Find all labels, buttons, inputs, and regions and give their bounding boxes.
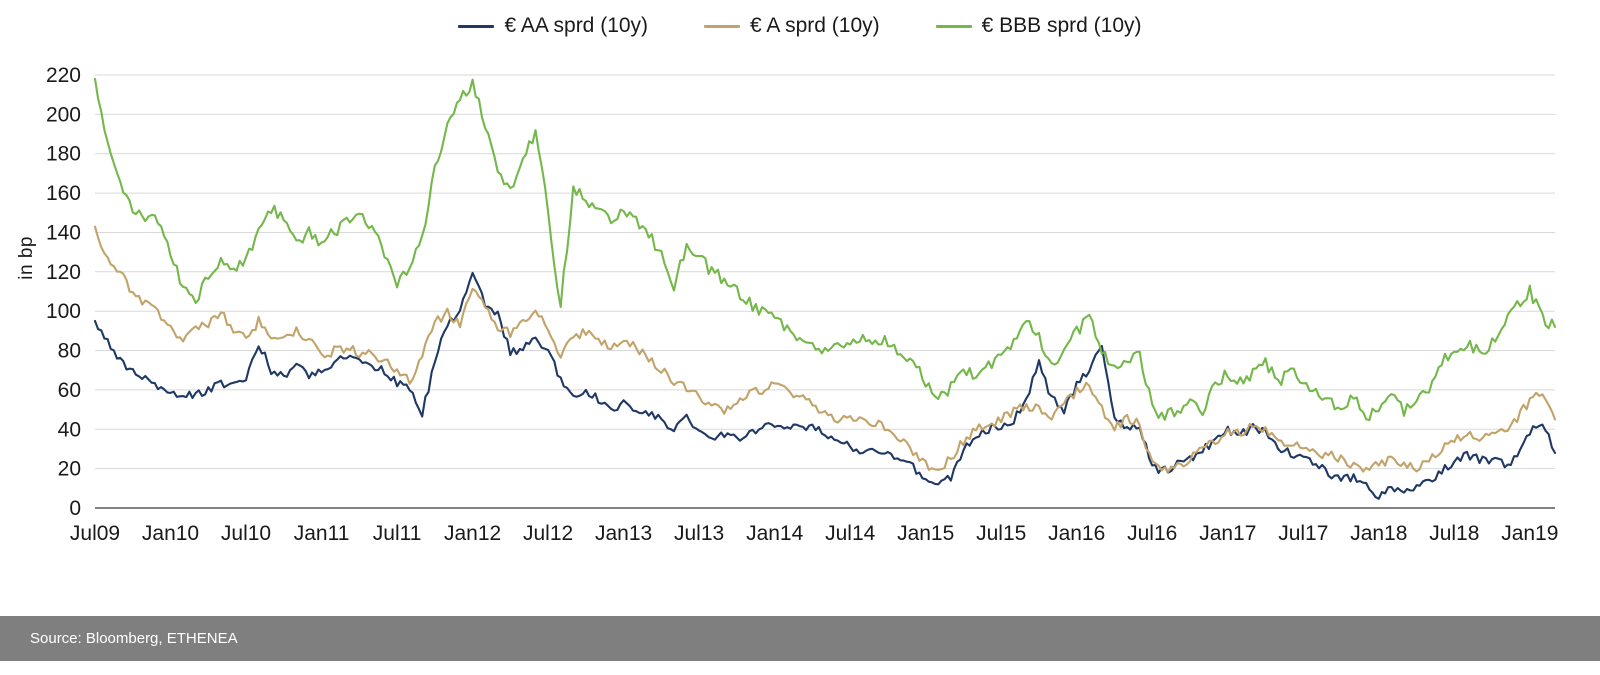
svg-text:180: 180 — [46, 143, 81, 166]
svg-text:Jan19: Jan19 — [1501, 522, 1558, 545]
svg-text:Jul12: Jul12 — [523, 522, 573, 545]
svg-text:Jul14: Jul14 — [825, 522, 876, 545]
svg-text:Jan17: Jan17 — [1199, 522, 1256, 545]
legend-item-a: € A sprd (10y) — [704, 14, 880, 38]
svg-text:Jul11: Jul11 — [373, 522, 422, 545]
svg-text:Jan13: Jan13 — [595, 522, 652, 545]
svg-text:Jul10: Jul10 — [221, 522, 271, 545]
legend-item-aa: € AA sprd (10y) — [458, 14, 648, 38]
svg-text:100: 100 — [46, 300, 81, 323]
svg-text:0: 0 — [69, 497, 81, 520]
source-text: Source: Bloomberg, ETHENEA — [30, 630, 238, 647]
svg-text:Jan11: Jan11 — [294, 522, 350, 545]
svg-text:Jan16: Jan16 — [1048, 522, 1105, 545]
svg-text:40: 40 — [58, 418, 81, 441]
svg-text:200: 200 — [46, 103, 81, 126]
svg-text:60: 60 — [58, 379, 81, 402]
legend-label-a: € A sprd (10y) — [750, 14, 880, 37]
svg-text:Jul15: Jul15 — [976, 522, 1026, 545]
svg-text:Jul16: Jul16 — [1127, 522, 1177, 545]
legend-label-aa: € AA sprd (10y) — [504, 14, 649, 37]
svg-text:Jan15: Jan15 — [897, 522, 954, 545]
svg-text:Jul09: Jul09 — [70, 522, 120, 545]
svg-text:Jul13: Jul13 — [674, 522, 724, 545]
legend-item-bbb: € BBB sprd (10y) — [935, 14, 1142, 38]
legend-line-swatch-aa — [458, 24, 495, 28]
source-bar: Source: Bloomberg, ETHENEA — [0, 616, 1600, 661]
line-chart: 0 20 40 60 80 100 120 140 160 180 200 220 Jul09 Jan10… — [46, 64, 1558, 545]
svg-text:Jul17: Jul17 — [1278, 522, 1328, 545]
svg-text:Jan10: Jan10 — [142, 522, 199, 545]
svg-text:Jan14: Jan14 — [746, 522, 804, 545]
svg-text:160: 160 — [46, 182, 81, 205]
svg-text:Jul18: Jul18 — [1429, 522, 1479, 545]
svg-text:220: 220 — [46, 64, 81, 87]
svg-text:140: 140 — [46, 222, 81, 245]
legend-line-swatch-a — [704, 24, 741, 28]
svg-text:Jan12: Jan12 — [444, 522, 501, 545]
legend-line-swatch-bbb — [935, 24, 972, 28]
svg-text:Jan18: Jan18 — [1350, 522, 1407, 545]
svg-text:20: 20 — [58, 458, 81, 481]
legend-label-bbb: € BBB sprd (10y) — [981, 14, 1142, 37]
svg-text:120: 120 — [46, 261, 81, 284]
chart-legend: € AA sprd (10y) € A sprd (10y) € BBB spr… — [0, 14, 1600, 38]
svg-text:80: 80 — [58, 340, 81, 363]
